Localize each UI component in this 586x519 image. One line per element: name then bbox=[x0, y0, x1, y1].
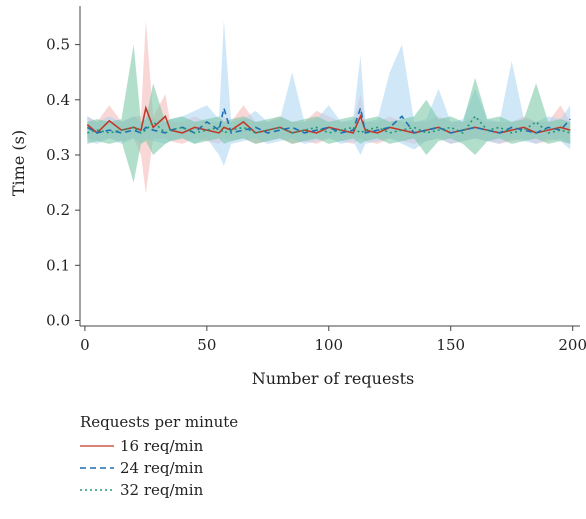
x-tick-label: 0 bbox=[80, 336, 90, 354]
legend-label-32: 32 req/min bbox=[120, 481, 204, 499]
legend-item-32: 32 req/min bbox=[80, 479, 238, 501]
x-tick-label: 50 bbox=[197, 336, 216, 354]
x-tick-label: 150 bbox=[436, 336, 465, 354]
legend: Requests per minute 16 req/min 24 req/mi… bbox=[80, 413, 238, 501]
legend-swatch-16 bbox=[80, 445, 114, 447]
series-lines bbox=[86, 104, 571, 134]
legend-item-16: 16 req/min bbox=[80, 435, 238, 457]
line-series-2 bbox=[86, 104, 571, 134]
legend-label-16: 16 req/min bbox=[120, 437, 204, 455]
band-series-3 bbox=[87, 44, 571, 183]
axes: 0 50 100 150 200 0.0 0.1 0.2 0.3 0.4 0.5 bbox=[46, 6, 586, 354]
legend-item-24: 24 req/min bbox=[80, 457, 238, 479]
x-axis-label: Number of requests bbox=[252, 369, 415, 388]
legend-label-24: 24 req/min bbox=[120, 459, 204, 477]
y-tick-label: 0.2 bbox=[46, 201, 70, 219]
legend-title: Requests per minute bbox=[80, 413, 239, 431]
confidence-bands bbox=[87, 19, 571, 194]
y-tick-label: 0.1 bbox=[46, 256, 70, 274]
y-tick-label: 0.5 bbox=[46, 36, 70, 54]
legend-swatch-24 bbox=[80, 467, 114, 469]
y-tick-label: 0.4 bbox=[46, 91, 70, 109]
y-axis-label: Time (s) bbox=[9, 130, 28, 196]
x-tick-label: 200 bbox=[558, 336, 586, 354]
x-tick-label: 100 bbox=[314, 336, 343, 354]
line-series-3 bbox=[87, 115, 571, 134]
legend-swatch-32 bbox=[80, 489, 114, 491]
line-chart: 0 50 100 150 200 0.0 0.1 0.2 0.3 0.4 0.5 Number of… bbox=[9, 6, 586, 388]
y-tick-label: 0.0 bbox=[46, 311, 70, 329]
y-tick-label: 0.3 bbox=[46, 146, 70, 164]
